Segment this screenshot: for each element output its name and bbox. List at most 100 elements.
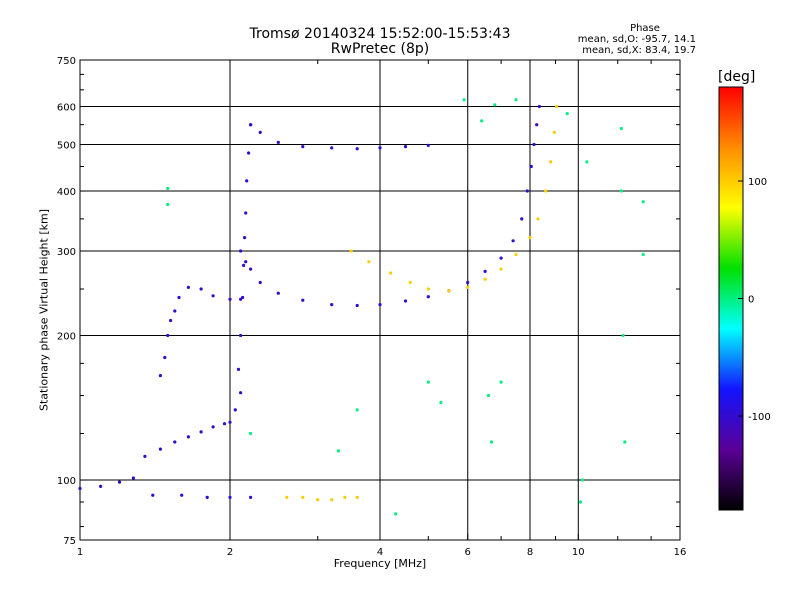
data-point-f1-x <box>544 189 548 193</box>
phase-stats-title: Phase <box>630 23 660 34</box>
x-tick-label: 8 <box>527 547 533 558</box>
data-point-f1-o <box>403 299 408 303</box>
data-point-e-sporadic-lower <box>166 333 170 338</box>
data-point-scattered <box>486 393 490 398</box>
data-point-scattered <box>623 440 627 444</box>
data-point-vertical-2mhz-cusp <box>243 236 247 240</box>
data-point-f2-upper <box>330 146 334 150</box>
data-point-scattered <box>619 126 623 131</box>
data-point-e-sporadic-lower <box>169 318 173 323</box>
data-point-e-sporadic-x <box>355 495 359 499</box>
data-point-vertical-2mhz-cusp <box>245 179 249 183</box>
data-point-scattered <box>426 380 430 384</box>
data-point-e-sporadic-x <box>301 495 305 499</box>
data-point-scattered <box>336 449 340 453</box>
data-point-scattered <box>166 186 170 191</box>
colorbar-label: [deg] <box>718 69 756 85</box>
data-point-vertical-2mhz-cusp <box>239 333 243 338</box>
data-point-low-e <box>131 476 135 480</box>
data-point-e-sporadic-o <box>205 495 209 499</box>
x-tick-label: 1 <box>77 547 83 558</box>
data-point-f1-x <box>549 160 553 164</box>
data-point-low-e <box>78 486 82 491</box>
data-point-e-sporadic-x <box>343 495 347 499</box>
x-tick-label: 10 <box>572 547 585 558</box>
data-point-scattered <box>166 202 170 207</box>
data-point-scattered <box>480 119 484 123</box>
y-tick-label: 500 <box>57 141 76 152</box>
y-tick-label: 600 <box>57 103 76 114</box>
data-point-f1-o <box>525 189 529 193</box>
data-point-e-sporadic-o <box>151 493 155 497</box>
y-tick-label: 400 <box>57 187 76 198</box>
data-point-low-e <box>99 484 103 488</box>
data-point-vertical-2mhz-cusp <box>244 211 248 215</box>
data-point-f1-o <box>239 249 243 253</box>
x-tick-label: 6 <box>465 547 471 558</box>
data-point-low-e <box>117 480 122 484</box>
colorbar-tick-label: -100 <box>748 412 771 423</box>
data-point-scattered <box>490 440 494 444</box>
chart-subtitle: RwPretec (8p) <box>330 41 430 57</box>
data-point-e-sporadic-o <box>180 493 184 497</box>
data-point-f1-o <box>426 295 430 299</box>
data-point-scattered <box>578 500 583 504</box>
data-point-e-sporadic-lower <box>211 294 215 298</box>
x-tick-label: 4 <box>377 547 383 558</box>
data-point-f2-upper <box>258 130 262 134</box>
data-point-f1-x <box>426 287 430 291</box>
data-point-e-sporadic-lower <box>177 295 181 300</box>
data-point-vertical-2mhz-cusp <box>242 263 246 267</box>
data-point-f1-o <box>520 217 524 221</box>
data-point-scattered <box>249 431 253 436</box>
colorbar-ticks: 100 0 -100 <box>738 177 771 423</box>
data-point-f1-x <box>528 236 532 240</box>
data-point-e-sporadic-o <box>249 495 253 499</box>
data-point-scattered <box>641 200 645 204</box>
data-point-e-sporadic-x <box>316 498 320 502</box>
y-ticks: 75 100 200 300 400 500 600 750 <box>57 56 680 547</box>
colorbar-tick-label: 0 <box>748 295 754 306</box>
data-point-f1-o <box>537 104 541 109</box>
data-point-scattered <box>641 252 645 257</box>
data-point-e-sporadic-lower <box>173 309 177 313</box>
data-point-low-e <box>186 435 190 439</box>
data-point-f2-upper <box>301 145 305 149</box>
data-point-f2-upper <box>426 143 430 147</box>
data-point-f1-o <box>244 260 248 264</box>
data-point-e-sporadic-lower <box>228 297 232 301</box>
data-point-f2-upper <box>249 123 253 127</box>
y-tick-label: 200 <box>57 332 76 343</box>
data-point-vertical-2mhz-cusp <box>241 295 245 300</box>
data-point-f1-o <box>535 123 539 127</box>
data-point-scattered <box>493 103 497 107</box>
data-point-f2-upper <box>403 145 408 149</box>
data-point-e-sporadic-lower <box>186 285 190 289</box>
data-point-vertical-2mhz-cusp <box>236 367 241 371</box>
data-point-f1-o <box>529 164 533 169</box>
data-point-scattered <box>514 98 518 102</box>
data-point-f1-o <box>466 280 470 285</box>
data-point-low-e <box>228 420 232 424</box>
data-point-f1-x <box>552 130 556 134</box>
colorbar-tick-label: 100 <box>748 177 767 188</box>
data-point-f1-x <box>466 285 470 289</box>
data-point-f1-x <box>367 260 371 264</box>
data-point-f1-x <box>514 252 518 257</box>
data-point-scattered <box>439 401 443 405</box>
data-point-f1-o <box>499 256 503 260</box>
x-tick-label: 16 <box>674 547 687 558</box>
data-point-f1-o <box>258 280 262 285</box>
data-point-e-sporadic-x <box>330 498 334 502</box>
data-point-scattered <box>585 160 589 164</box>
data-point-f1-x <box>499 267 503 271</box>
data-point-scattered <box>565 112 569 116</box>
data-point-f1-x <box>389 271 393 275</box>
data-point-f1-o <box>330 303 334 307</box>
data-point-f2-upper <box>355 147 359 151</box>
chart-title: Tromsø 20140324 15:52:00-15:53:43 <box>249 26 511 42</box>
phase-stats-o: mean, sd,O: -95.7, 14.1 <box>577 34 696 45</box>
data-point-e-sporadic-o <box>228 495 232 499</box>
data-point-f1-x <box>555 104 559 109</box>
